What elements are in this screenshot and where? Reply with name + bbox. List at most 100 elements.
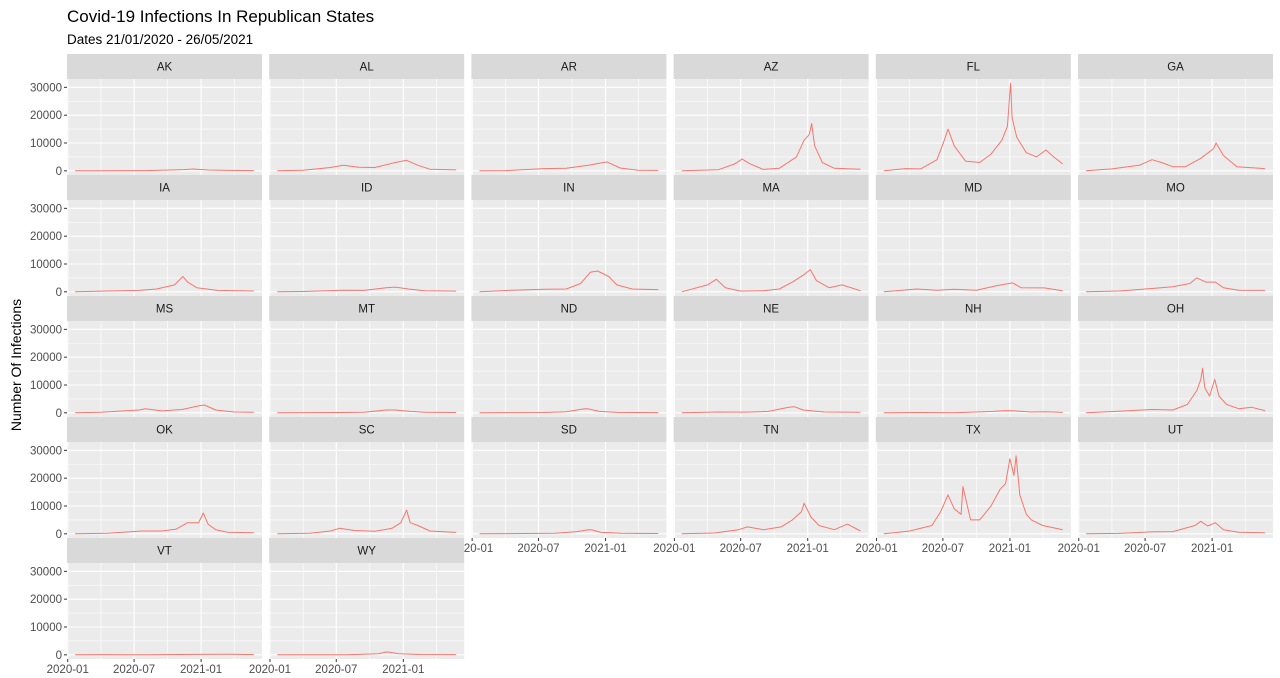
y-tick-label: 0 bbox=[56, 650, 62, 662]
x-tick-label: 2021-01 bbox=[584, 543, 626, 555]
y-tick-label: 30000 bbox=[30, 203, 62, 215]
x-tick-label: 2020-01 bbox=[855, 543, 897, 555]
facet-strip bbox=[471, 296, 667, 321]
series-line-al bbox=[277, 159, 457, 172]
facet-panel bbox=[1078, 321, 1273, 417]
series-line-ms bbox=[75, 404, 254, 414]
facet-strip bbox=[1078, 296, 1273, 321]
facet-strip-label: IN bbox=[563, 183, 575, 195]
series-line-in bbox=[479, 270, 659, 293]
x-tick-label: 2020-07 bbox=[113, 664, 155, 676]
series-line-ak bbox=[75, 168, 254, 172]
facet-strip-label: MS bbox=[156, 304, 174, 316]
y-tick-label: 20000 bbox=[30, 110, 62, 122]
chart-subtitle: Dates 21/01/2020 - 26/05/2021 bbox=[67, 32, 253, 47]
facet-strip-label: MT bbox=[358, 304, 375, 316]
facet-strip bbox=[471, 54, 667, 79]
series-line-mo bbox=[1086, 277, 1265, 293]
x-tick-label: 2020-01 bbox=[653, 543, 695, 555]
facet-ga: GA bbox=[1078, 54, 1273, 175]
facet-strip bbox=[673, 417, 869, 442]
series-line-ma bbox=[681, 269, 861, 293]
facet-oh: OH bbox=[1078, 296, 1273, 417]
y-tick-label: 30000 bbox=[30, 324, 62, 336]
facet-strip-label: ID bbox=[361, 183, 373, 195]
series-line-sc bbox=[277, 509, 457, 535]
series-line-oh bbox=[1086, 367, 1266, 414]
facet-strip-label: ND bbox=[561, 304, 578, 316]
series-line-ar bbox=[479, 161, 659, 172]
facet-grid: AK 0 10000 20000 30000 AL AR AZ FL GA IA 0 10000 2000… bbox=[30, 54, 1273, 676]
facet-strip-label: OK bbox=[156, 425, 173, 437]
facet-strip-label: NH bbox=[965, 304, 982, 316]
facet-strip bbox=[673, 175, 869, 200]
facet-mo: MO bbox=[1078, 175, 1273, 296]
facet-panel bbox=[67, 79, 262, 175]
facet-panel bbox=[269, 200, 465, 296]
facet-panel bbox=[673, 79, 869, 175]
facet-nh: NH bbox=[875, 296, 1071, 417]
facet-strip-label: OH bbox=[1167, 304, 1184, 316]
y-tick-label: 0 bbox=[56, 166, 62, 178]
facet-strip bbox=[269, 538, 465, 563]
facet-panel bbox=[1078, 200, 1273, 296]
y-axis-label: Number Of Infections bbox=[8, 299, 24, 431]
facet-panel bbox=[673, 442, 869, 538]
series-line-ok bbox=[75, 512, 254, 535]
y-tick-label: 10000 bbox=[30, 380, 62, 392]
series-line-tx bbox=[883, 455, 1063, 535]
facet-strip-label: MA bbox=[762, 183, 780, 195]
facet-mt: MT bbox=[269, 296, 465, 417]
facet-panel bbox=[67, 563, 262, 659]
facet-strip bbox=[673, 54, 869, 79]
y-tick-label: 30000 bbox=[30, 82, 62, 94]
facet-panel bbox=[67, 321, 262, 417]
series-line-tn bbox=[681, 502, 861, 535]
facet-panel bbox=[875, 200, 1071, 296]
facet-strip bbox=[67, 538, 262, 563]
facet-panel bbox=[269, 321, 465, 417]
facet-strip bbox=[875, 417, 1071, 442]
facet-panel bbox=[471, 200, 667, 296]
facet-strip bbox=[269, 54, 465, 79]
facet-panel bbox=[1078, 442, 1273, 538]
x-tick-label: 2020-07 bbox=[720, 543, 762, 555]
facet-strip-label: FL bbox=[967, 62, 981, 74]
series-line-ga bbox=[1086, 142, 1265, 172]
series-line-az bbox=[681, 123, 861, 172]
facet-ne: NE bbox=[673, 296, 869, 417]
facet-strip-label: AR bbox=[561, 62, 577, 74]
x-tick-label: 2020-07 bbox=[922, 543, 964, 555]
facet-strip bbox=[269, 175, 465, 200]
facet-al: AL bbox=[269, 54, 465, 175]
facet-tn: TN 2020-01 2020-07 2021-01 bbox=[653, 417, 869, 555]
facet-panel bbox=[67, 442, 262, 538]
x-tick-label: 2020-07 bbox=[517, 543, 559, 555]
facet-panel bbox=[471, 79, 667, 175]
series-line-sd bbox=[479, 529, 659, 535]
facet-strip bbox=[67, 175, 262, 200]
x-tick-label: 2021-01 bbox=[989, 543, 1031, 555]
facet-strip-label: TX bbox=[966, 425, 981, 437]
facet-ia: IA 0 10000 20000 30000 bbox=[30, 175, 262, 299]
y-tick-label: 0 bbox=[56, 408, 62, 420]
facet-in: IN bbox=[471, 175, 667, 296]
facet-az: AZ bbox=[673, 54, 869, 175]
series-line-vt bbox=[75, 653, 254, 656]
facet-strip-label: VT bbox=[157, 546, 172, 558]
x-tick-label: 2021-01 bbox=[180, 664, 222, 676]
y-tick-label: 20000 bbox=[30, 594, 62, 606]
facet-panel bbox=[673, 200, 869, 296]
y-tick-label: 10000 bbox=[30, 622, 62, 634]
y-tick-label: 30000 bbox=[30, 445, 62, 457]
x-tick-label: 2021-01 bbox=[1191, 543, 1233, 555]
facet-strip-label: SD bbox=[561, 425, 577, 437]
facet-tx: TX 2020-01 2020-07 2021-01 bbox=[855, 417, 1071, 555]
series-line-wy bbox=[277, 651, 457, 656]
facet-strip bbox=[875, 175, 1071, 200]
y-tick-label: 20000 bbox=[30, 352, 62, 364]
facet-strip bbox=[471, 417, 667, 442]
y-tick-label: 0 bbox=[56, 529, 62, 541]
facet-panel bbox=[1078, 79, 1273, 175]
